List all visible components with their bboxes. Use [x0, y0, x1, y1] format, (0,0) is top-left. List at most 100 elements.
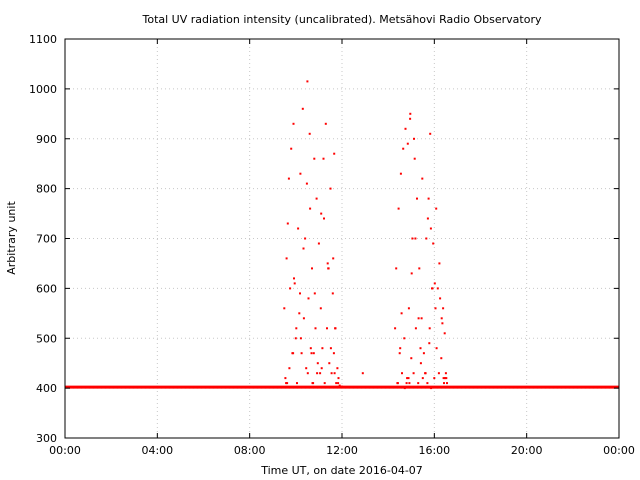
data-point: [436, 287, 439, 290]
chart-title: Total UV radiation intensity (uncalibrat…: [142, 13, 542, 26]
data-point: [293, 282, 296, 285]
data-point: [309, 207, 312, 210]
data-point: [433, 377, 436, 380]
y-tick-label: 400: [36, 382, 57, 395]
data-point: [333, 152, 336, 155]
data-point: [394, 327, 397, 330]
data-point: [332, 352, 335, 355]
data-point: [413, 137, 415, 140]
data-point: [298, 312, 301, 315]
data-point: [425, 237, 428, 240]
data-point: [397, 207, 400, 210]
data-point: [403, 387, 406, 390]
data-point: [315, 197, 318, 200]
data-point: [331, 292, 334, 295]
data-point: [305, 182, 308, 185]
data-point: [428, 342, 431, 345]
data-point: [313, 292, 316, 295]
data-point: [330, 372, 333, 375]
y-tick-label: 600: [36, 282, 57, 295]
data-point: [429, 132, 432, 135]
data-point: [445, 377, 448, 380]
data-point: [304, 237, 307, 240]
data-point: [410, 357, 413, 360]
data-point: [285, 257, 288, 260]
data-point: [427, 197, 430, 200]
data-point: [337, 382, 340, 385]
data-point: [333, 372, 336, 375]
data-point: [407, 377, 410, 380]
data-point: [361, 372, 364, 375]
data-point: [414, 327, 417, 330]
data-point: [417, 382, 420, 385]
data-point: [326, 262, 329, 265]
data-point: [429, 227, 432, 230]
data-point: [440, 317, 443, 320]
x-tick-label: 16:00: [418, 444, 450, 457]
data-point: [326, 327, 328, 330]
data-point: [407, 307, 410, 310]
data-point: [426, 382, 429, 385]
data-point: [396, 382, 399, 385]
data-point: [329, 187, 332, 190]
y-tick-label: 800: [36, 183, 57, 196]
data-point: [307, 297, 310, 300]
data-point: [311, 382, 314, 385]
data-point: [442, 307, 445, 310]
grid-lines: [65, 39, 619, 438]
data-point: [421, 177, 424, 180]
data-point: [320, 367, 323, 370]
data-point: [444, 377, 446, 380]
data-point: [401, 372, 403, 375]
data-point: [406, 377, 409, 380]
y-axis-label: Arbitrary unit: [5, 201, 18, 275]
data-point: [316, 362, 319, 365]
data-point: [435, 207, 438, 210]
y-tick-label: 500: [36, 332, 57, 345]
data-point: [430, 387, 433, 390]
data-point: [308, 132, 311, 135]
data-point: [419, 362, 422, 365]
data-point: [296, 382, 298, 385]
data-point: [327, 267, 330, 270]
data-point: [284, 377, 287, 380]
data-point: [294, 337, 297, 340]
data-point: [336, 367, 339, 370]
data-point: [286, 222, 289, 225]
data-point: [301, 107, 304, 110]
data-point: [406, 142, 409, 145]
x-tick-label: 04:00: [141, 444, 173, 457]
data-point: [306, 80, 309, 83]
data-point: [399, 172, 402, 175]
data-point: [433, 282, 436, 285]
data-point: [341, 385, 343, 388]
data-point: [292, 122, 295, 125]
data-point: [440, 357, 443, 360]
data-point: [416, 197, 418, 200]
data-point: [419, 347, 422, 350]
data-point: [313, 157, 316, 160]
data-point: [443, 382, 445, 385]
data-point: [288, 367, 291, 370]
data-point: [420, 317, 423, 320]
data-point: [311, 267, 313, 270]
data-point: [299, 172, 302, 175]
y-tick-label: 300: [36, 432, 57, 445]
x-tick-label: 00:00: [603, 444, 635, 457]
data-point: [417, 317, 420, 320]
data-point: [438, 262, 441, 265]
data-points: [283, 80, 448, 390]
data-point: [310, 352, 313, 355]
data-point: [314, 327, 317, 330]
data-point: [400, 312, 403, 315]
data-point: [435, 347, 438, 350]
x-tick-label: 08:00: [234, 444, 266, 457]
data-point: [424, 372, 427, 375]
data-point: [295, 327, 298, 330]
data-point: [283, 307, 286, 310]
data-point: [411, 237, 414, 240]
y-tick-label: 1100: [29, 33, 57, 46]
data-point: [338, 384, 341, 387]
data-point: [289, 287, 292, 290]
data-point: [428, 327, 431, 330]
